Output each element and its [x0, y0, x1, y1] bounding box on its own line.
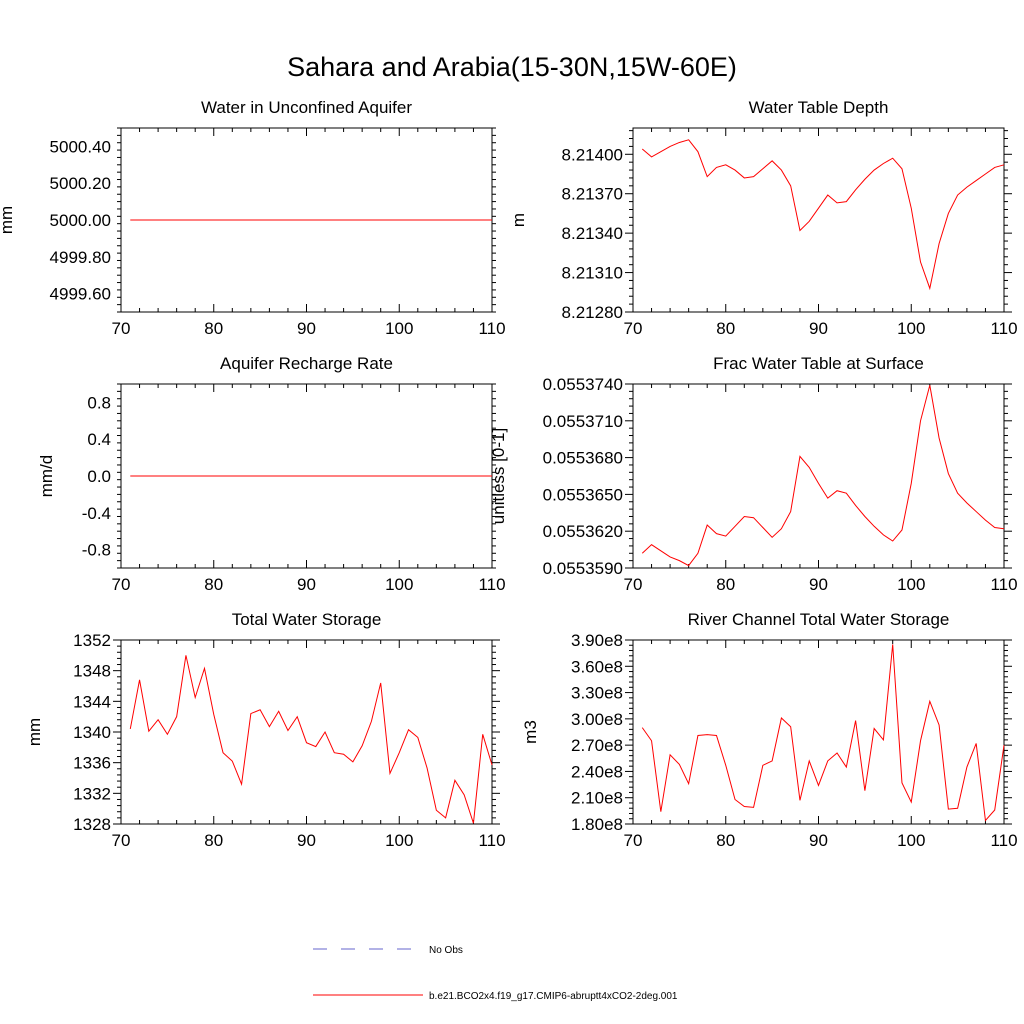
panel-6-ylabel: m3	[521, 720, 540, 744]
panel-6-ytick-label: 3.30e8	[571, 684, 623, 703]
panel-6-xtick-label: 70	[624, 831, 643, 850]
panel-4-ylabel: unitless [0-1]	[489, 428, 508, 524]
panel-4-xtick-label: 100	[897, 575, 925, 594]
panel-2-xtick-label: 80	[716, 319, 735, 338]
panel-3-xtick-label: 80	[204, 575, 223, 594]
panel-5-xtick-label: 80	[204, 831, 223, 850]
panel-4-ytick-label: 0.0553740	[543, 375, 623, 394]
panel-5-xtick-label: 110	[478, 831, 505, 850]
panel-2-ytick-label: 8.21370	[562, 185, 623, 204]
panel-2-xtick-label: 90	[809, 319, 828, 338]
panel-1-xtick-label: 70	[112, 319, 131, 338]
panel-6-series-line	[641, 644, 1005, 822]
panel-6-ytick-label: 2.70e8	[571, 736, 623, 755]
panel-2-xtick-label: 70	[624, 319, 643, 338]
panel-3-ytick-label: 0.8	[87, 393, 111, 412]
panel-5-ytick-label: 1328	[73, 815, 111, 834]
panel-6-title: River Channel Total Water Storage	[688, 610, 950, 629]
panel-2-ytick-label: 8.21400	[562, 145, 623, 164]
panel-3-xtick-label: 110	[478, 575, 505, 594]
panel-1-ytick-label: 4999.80	[50, 248, 111, 267]
panel-1-ytick-label: 5000.40	[50, 137, 111, 156]
panel-2-frame	[632, 127, 1005, 313]
legend: No Obs b.e21.BCO2x4.f19_g17.CMIP6-abrupt…	[313, 945, 678, 1002]
panel-5-ytick-label: 1332	[73, 784, 111, 803]
panel-2-ytick-label: 8.21280	[562, 303, 623, 322]
panel-5-xtick-label: 90	[297, 831, 316, 850]
panel-5-ytick-label: 1344	[73, 692, 111, 711]
panel-3-ytick-label: 0.0	[87, 467, 111, 486]
panel-6-xtick-label: 100	[897, 831, 925, 850]
panel-5-frame	[120, 639, 493, 825]
panel-1-xtick-label: 110	[478, 319, 505, 338]
panel-2-title: Water Table Depth	[749, 98, 889, 117]
panel-2-ytick-label: 8.21310	[562, 264, 623, 283]
panel-5-ytick-label: 1336	[73, 754, 111, 773]
panel-5-series-line	[129, 655, 493, 824]
panel-3-xtick-label: 90	[297, 575, 316, 594]
panel-3-ylabel: mm/d	[37, 455, 56, 498]
panel-6-ytick-label: 2.40e8	[571, 762, 623, 781]
panel-3-ytick-label: 0.4	[87, 430, 111, 449]
panel-6-xtick-label: 80	[716, 831, 735, 850]
panel-3-title: Aquifer Recharge Rate	[220, 354, 393, 373]
panel-2-ylabel: m	[509, 213, 528, 227]
panel-6-ytick-label: 2.10e8	[571, 789, 623, 808]
panel-3-xtick-label: 100	[385, 575, 413, 594]
panel-1-xtick-label: 90	[297, 319, 316, 338]
panel-1-title: Water in Unconfined Aquifer	[201, 98, 412, 117]
panel-4-xtick-label: 80	[716, 575, 735, 594]
legend-no-obs-label: No Obs	[429, 945, 463, 956]
panel-4-ytick-label: 0.0553650	[543, 485, 623, 504]
panel-4-ytick-label: 0.0553710	[543, 412, 623, 431]
page-title: Sahara and Arabia(15-30N,15W-60E)	[287, 52, 737, 82]
panel-6-xtick-label: 110	[990, 831, 1017, 850]
panel-1-ylabel: mm	[0, 206, 16, 234]
panel-6-ytick-label: 1.80e8	[571, 815, 623, 834]
panel-4-ytick-label: 0.0553680	[543, 449, 623, 468]
panel-2-xtick-label: 110	[990, 319, 1017, 338]
legend-model-label: b.e21.BCO2x4.f19_g17.CMIP6-abruptt4xCO2-…	[429, 991, 678, 1002]
panel-4-ytick-label: 0.0553590	[543, 559, 623, 578]
panel-6-ytick-label: 3.00e8	[571, 710, 623, 729]
panel-4-ytick-label: 0.0553620	[543, 522, 623, 541]
panel-5-xtick-label: 100	[385, 831, 413, 850]
panel-6-frame	[632, 639, 1005, 825]
panel-5-ylabel: mm	[25, 718, 44, 746]
panel-4-xtick-label: 90	[809, 575, 828, 594]
panel-3-ytick-label: -0.8	[82, 541, 111, 560]
panel-5-ytick-label: 1348	[73, 662, 111, 681]
panel-2-xtick-label: 100	[897, 319, 925, 338]
panel-1-xtick-label: 100	[385, 319, 413, 338]
panel-2-ytick-label: 8.21340	[562, 224, 623, 243]
chart-panels: Water in Unconfined Aquifer 70 80 90 100 110 4…	[0, 98, 1018, 850]
panel-4-series-line	[641, 385, 1005, 567]
panel-5-ytick-label: 1340	[73, 723, 111, 742]
panel-1-ytick-label: 5000.20	[50, 174, 111, 193]
panel-4-xtick-label: 110	[990, 575, 1017, 594]
panel-4-xtick-label: 70	[624, 575, 643, 594]
panel-6-ytick-label: 3.90e8	[571, 631, 623, 650]
panel-5-xtick-label: 70	[112, 831, 131, 850]
panel-4-title: Frac Water Table at Surface	[713, 354, 924, 373]
panel-1-xtick-label: 80	[204, 319, 223, 338]
panel-1-ytick-label: 5000.00	[50, 211, 111, 230]
panel-3-ytick-label: -0.4	[82, 504, 111, 523]
panel-2-series-line	[641, 139, 1005, 291]
panel-1-ytick-label: 4999.60	[50, 285, 111, 304]
panel-4-frame	[632, 383, 1005, 569]
panel-6-ytick-label: 3.60e8	[571, 657, 623, 676]
panel-3-xtick-label: 70	[112, 575, 131, 594]
panel-5-ytick-label: 1352	[73, 631, 111, 650]
panel-5-title: Total Water Storage	[232, 610, 382, 629]
panel-6-xtick-label: 90	[809, 831, 828, 850]
